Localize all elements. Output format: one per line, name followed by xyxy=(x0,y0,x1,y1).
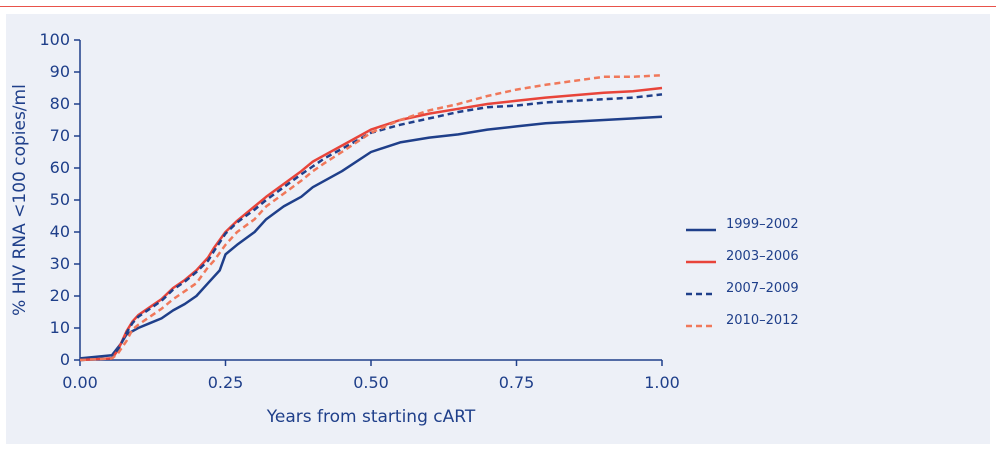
y-tick-label: 90 xyxy=(50,62,70,81)
y-tick-label: 50 xyxy=(50,190,70,209)
y-tick-label: 20 xyxy=(50,286,70,305)
y-tick-label: 60 xyxy=(50,158,70,177)
series-line-3 xyxy=(79,93,663,362)
y-axis-title: % HIV RNA <100 copies/ml xyxy=(10,84,30,316)
y-tick-label: 0 xyxy=(60,350,70,369)
legend-label-1: 1999–2002 xyxy=(726,217,799,232)
x-tick-label: 0.50 xyxy=(353,373,389,392)
x-tick-label: 0.00 xyxy=(62,373,98,392)
series-line-4 xyxy=(79,73,663,362)
y-tick-label: 70 xyxy=(50,126,70,145)
x-tick-label: 0.25 xyxy=(208,373,244,392)
chart-panel: 0 10 20 30 40 50 60 70 80 90 100 0.00 0.25 0.50 0.75 1.… xyxy=(6,14,990,444)
series-line-1 xyxy=(79,115,663,360)
legend-label-4: 2010–2012 xyxy=(726,313,799,328)
x-axis-title: Years from starting cART xyxy=(266,407,476,427)
y-tick-label: 40 xyxy=(50,222,70,241)
top-rule xyxy=(0,6,996,7)
y-tick-label: 10 xyxy=(50,318,70,337)
line-chart: 0 10 20 30 40 50 60 70 80 90 100 0.00 0.25 0.50 0.75 1.… xyxy=(10,30,799,427)
y-tick-label: 80 xyxy=(50,94,70,113)
x-tick-label: 0.75 xyxy=(499,373,535,392)
y-tick-label: 100 xyxy=(39,30,70,49)
legend-label-3: 2007–2009 xyxy=(726,281,799,296)
x-tick-label: 1.00 xyxy=(644,373,680,392)
series-line-2 xyxy=(79,86,663,362)
y-tick-label: 30 xyxy=(50,254,70,273)
legend-label-2: 2003–2006 xyxy=(726,249,799,264)
